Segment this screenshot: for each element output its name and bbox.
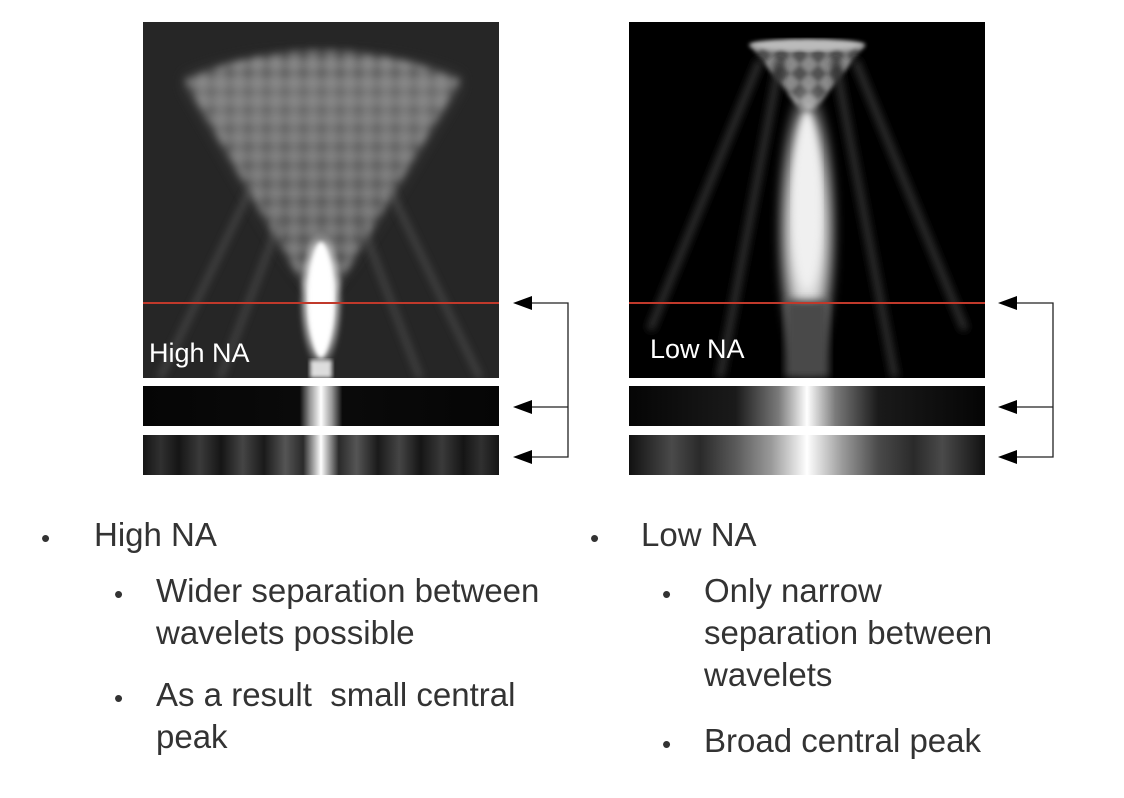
low-na-item-2-line1: Broad central peak — [704, 722, 982, 759]
high-na-title: High NA — [94, 516, 217, 553]
high-na-image-label: High NA — [149, 338, 250, 368]
arrow-head-icon — [998, 296, 1017, 310]
arrow-head-icon — [513, 296, 532, 310]
bullet-icon: • — [114, 579, 124, 609]
low-na-image-label: Low NA — [650, 334, 745, 364]
bullet-icon: • — [114, 683, 124, 713]
bullet-icon: • — [590, 523, 600, 553]
high-na-bracket-arrows — [530, 302, 569, 458]
diagram-canvas — [143, 22, 1054, 475]
low-na-image — [629, 22, 985, 378]
low-na-item-1-line3: wavelets — [704, 656, 833, 693]
low-na-item-1-line2: separation between — [704, 614, 993, 651]
high-na-strip-1 — [143, 386, 499, 426]
high-na-item-2-line2: peak — [156, 718, 228, 755]
low-na-strip-2 — [629, 435, 985, 475]
bullet-icon: • — [662, 579, 672, 609]
low-na-strip-1 — [629, 386, 985, 426]
high-na-item-1-line2: wavelets possible — [156, 614, 415, 651]
arrow-head-icon — [998, 400, 1017, 414]
low-na-item-1-line1: Only narrow — [704, 572, 882, 609]
arrow-head-icon — [513, 450, 532, 464]
arrow-head-icon — [513, 400, 532, 414]
arrow-head-icon — [998, 450, 1017, 464]
bullet-icon: • — [662, 729, 672, 759]
high-na-item-1-line1: Wider separation between — [156, 572, 540, 609]
high-na-item-2-line1: As a result small central — [156, 676, 516, 713]
low-na-bracket-arrows — [1015, 302, 1054, 458]
high-na-image — [143, 22, 499, 378]
high-na-strip-2 — [143, 435, 499, 475]
low-na-title: Low NA — [641, 516, 757, 553]
bullet-icon: • — [41, 523, 51, 553]
